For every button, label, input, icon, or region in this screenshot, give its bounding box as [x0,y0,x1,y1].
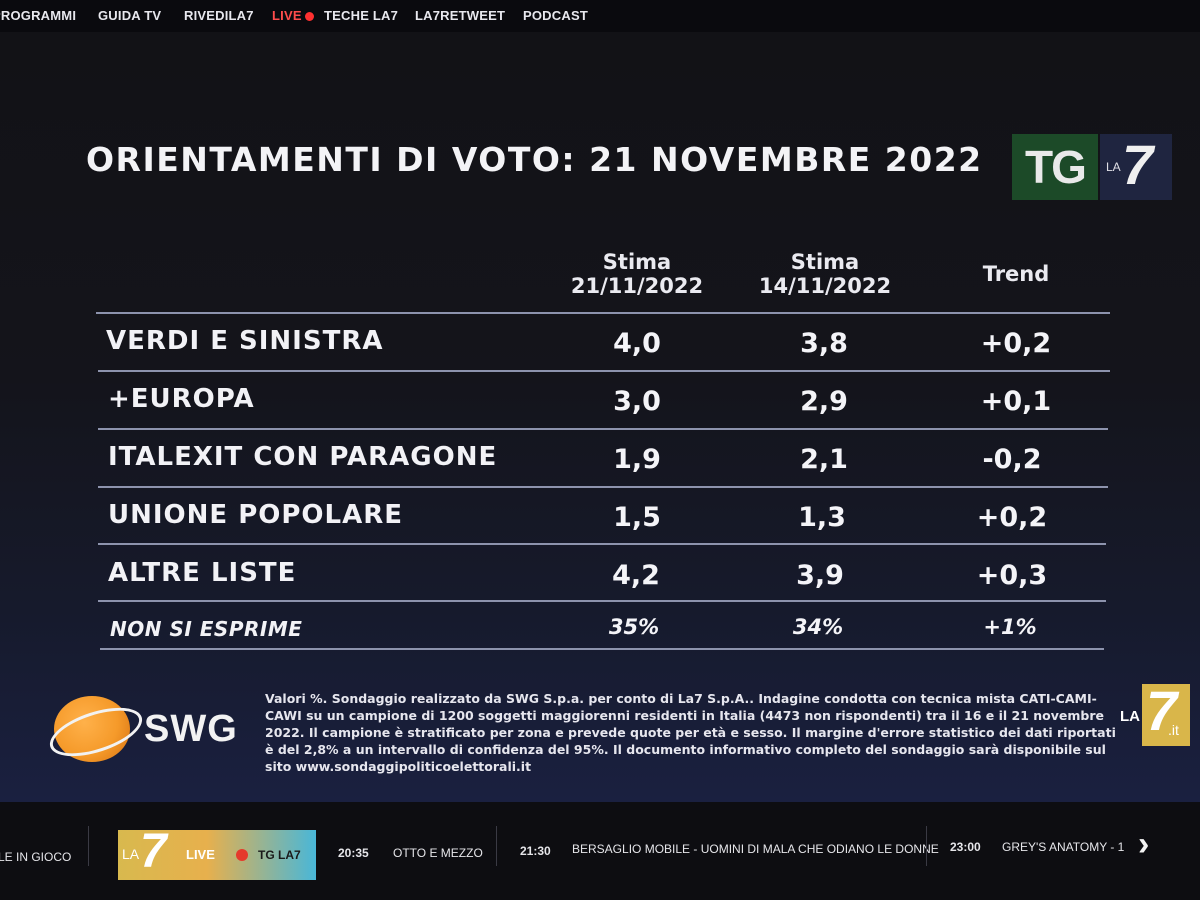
table-rule [96,312,1110,314]
table-rule [98,428,1108,430]
divider [926,826,927,866]
value-current: 1,5 [613,502,661,533]
live-label: LIVE [186,847,215,862]
top-navigation: PROGRAMMI GUIDA TV RIVEDILA7 LIVE TECHE … [0,0,1200,32]
value-current: 1,9 [613,444,661,475]
schedule-time: 23:00 [950,840,981,854]
methodology-note: Valori %. Sondaggio realizzato da SWG S.… [265,691,1116,774]
la7-logo-la: LA [1106,160,1121,174]
program-bar: LE IN GIOCO LA 7 LIVE TG LA7 20:35 OTTO … [0,802,1200,900]
la7it-logo-bg [1142,684,1190,746]
schedule-title[interactable]: GREY'S ANATOMY - 1 [1002,840,1125,854]
live-now-button[interactable]: LA 7 LIVE TG LA7 [118,825,316,880]
table-rule [98,486,1108,488]
value-trend: +0,2 [980,328,1052,359]
col-head-current: Stima 21/11/2022 [556,250,718,298]
la7it-logo-it: .it [1168,722,1179,738]
value-current: 4,0 [613,328,661,359]
table-rule [98,543,1106,545]
la7-logo-box: LA 7 [1100,133,1172,200]
broadcast-panel [0,32,1200,802]
la7it-logo-la: LA [1120,708,1140,725]
nav-live-label: LIVE [272,8,302,23]
party-label: VERDI E SINISTRA [106,326,384,356]
table-rule [98,600,1106,602]
value-trend: +0,3 [976,560,1048,591]
nav-podcast[interactable]: PODCAST [523,8,588,23]
live-la7-la: LA [122,846,140,862]
value-trend: +1% [983,615,1037,639]
table-rule [100,648,1104,650]
nav-rivedila7[interactable]: RIVEDILA7 [184,8,254,23]
swg-logo: SWG [44,690,248,770]
swg-globe-icon [54,696,130,762]
col-head-trend: Trend [946,262,1086,286]
la7-logo-seven: 7 [1122,133,1154,196]
la7it-logo-seven: 7 [1146,679,1178,742]
value-previous: 34% [792,615,844,639]
value-previous: 3,8 [800,328,848,359]
value-previous: 2,9 [800,386,848,417]
col-head-trend-line1: Trend [982,262,1050,286]
page-title: ORIENTAMENTI DI VOTO: 21 NOVEMBRE 2022 [86,140,983,179]
party-label: +EUROPA [108,384,255,414]
schedule-title[interactable]: OTTO E MEZZO [393,846,483,860]
tg-la7-logo: TG LA 7 [1012,133,1172,200]
value-previous: 3,9 [796,560,844,591]
live-dot-icon [236,849,248,861]
nav-la7retweet[interactable]: LA7RETWEET [415,8,506,23]
table-rule [98,370,1110,372]
tg-logo-text: TG [1012,134,1098,200]
value-current: 3,0 [613,386,661,417]
value-current: 35% [608,615,660,639]
value-trend: +0,1 [980,386,1052,417]
non-si-esprime-label: NON SI ESPRIME [110,617,303,641]
col-head-previous-line1: Stima [790,250,860,274]
program-prev-title[interactable]: LE IN GIOCO [0,850,72,864]
divider [496,826,497,866]
party-label: UNIONE POPOLARE [108,500,404,530]
party-label: ALTRE LISTE [108,558,297,588]
col-head-previous: Stima 14/11/2022 [744,250,906,298]
schedule-title[interactable]: BERSAGLIO MOBILE - UOMINI DI MALA CHE OD… [572,842,939,856]
col-head-previous-line2: 14/11/2022 [758,274,892,298]
col-head-current-line2: 21/11/2022 [570,274,704,298]
value-trend: +0,2 [976,502,1048,533]
nav-live[interactable]: LIVE [272,8,314,23]
live-channel: TG LA7 [258,848,301,862]
schedule-time: 20:35 [338,846,369,860]
swg-logo-text: SWG [144,708,238,750]
schedule-time: 21:30 [520,844,551,858]
live-dot-icon [304,12,314,21]
la7it-logo: LA 7 .it [1120,679,1192,746]
nav-teche-la7[interactable]: TECHE LA7 [324,8,399,23]
nav-programmi[interactable]: PROGRAMMI [0,8,77,23]
live-la7-seven: 7 [140,825,167,878]
nav-guida-tv[interactable]: GUIDA TV [98,8,162,23]
value-previous: 2,1 [800,444,848,475]
divider [88,826,89,866]
value-previous: 1,3 [798,502,846,533]
value-trend: -0,2 [982,444,1042,475]
col-head-current-line1: Stima [602,250,672,274]
party-label: ITALEXIT CON PARAGONE [108,442,498,472]
chevron-right-icon[interactable]: › [1138,825,1150,863]
value-current: 4,2 [612,560,660,591]
